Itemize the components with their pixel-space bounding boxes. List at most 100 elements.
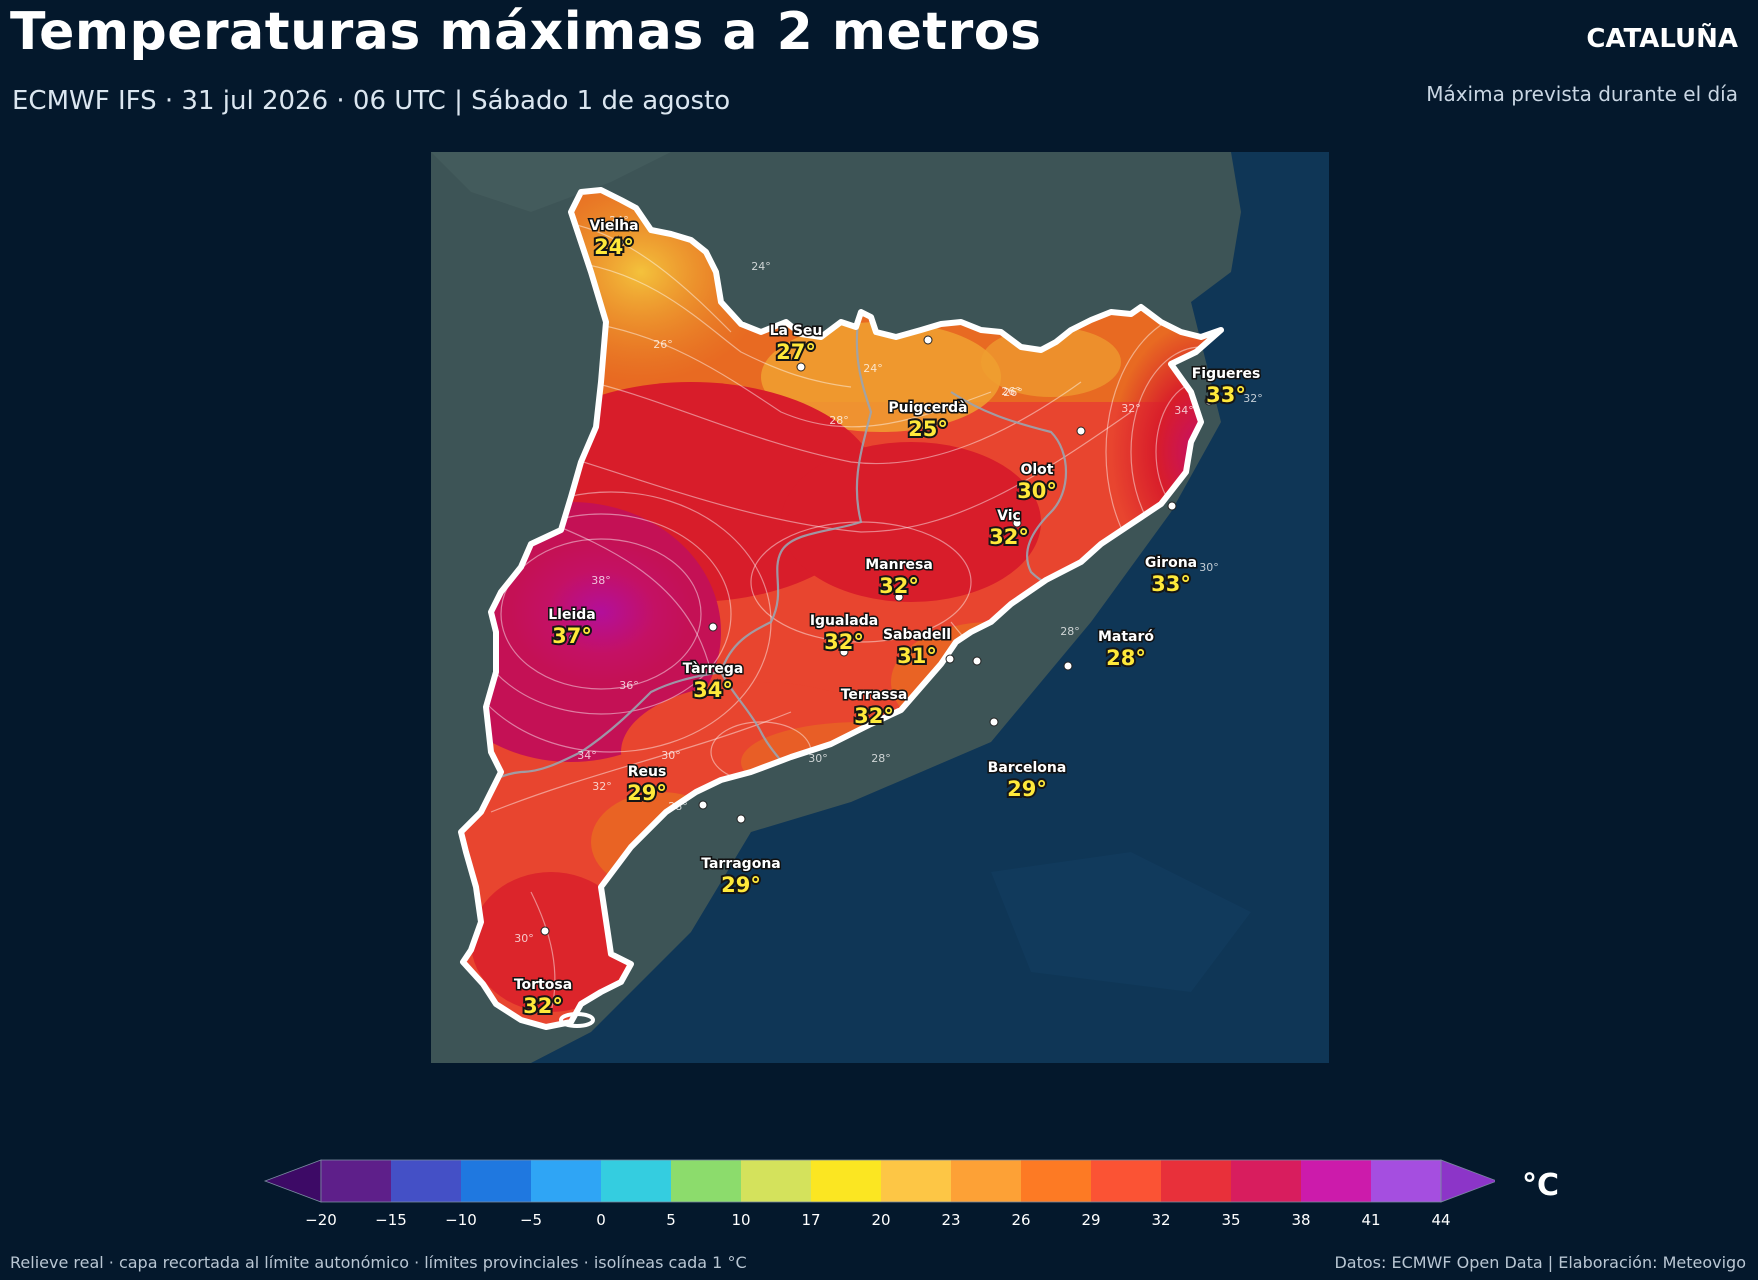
catalonia-border [458,187,1224,1030]
colorbar-segment [951,1160,1021,1202]
city-name: Tàrrega [683,661,744,677]
city-dot [1204,396,1214,406]
colorbar-tick-label: −15 [375,1211,407,1228]
isoline-label: 34° [577,749,597,762]
city-temperature: 37° [552,624,592,648]
colorbar-segment [811,1160,881,1202]
city-name: Tortosa [514,977,572,993]
city-temperature: 25° [908,417,948,441]
isoline-label: 26° [1001,385,1021,398]
city-dot [1063,661,1073,671]
city-name: Sabadell [883,627,951,643]
colorbar-over-arrow [1440,1159,1499,1203]
city-temperature: 24° [594,235,634,259]
colorbar-segment [1301,1160,1371,1202]
city-temperature: 29° [721,873,761,897]
city-temperature: 32° [989,525,1029,549]
city-name: Terrassa [841,687,908,703]
city-temperature: 32° [824,630,864,654]
city-dot [839,647,849,657]
city-temperature: 32° [854,704,894,728]
colorbar-tick-label: 26 [1011,1211,1030,1228]
isoline-label: 32° [592,780,612,793]
isoline-labels: 24°24°26°26°24°28°26°38°36°34°32°30°28°3… [514,214,1263,945]
colorbar-tick-label: −5 [520,1211,542,1228]
city-name: Vic [997,508,1021,524]
colorbar-segment [601,1160,671,1202]
isoline-label: 28° [1060,625,1080,638]
colorbar-segment [1021,1160,1091,1202]
isoline-label: 24° [609,214,629,227]
city-dot [698,800,708,810]
colorbar-tick-label: 5 [666,1211,676,1228]
city-dot [923,335,933,345]
isoline-label: 30° [514,932,534,945]
isoline-label: 36° [619,679,639,692]
isoline-label: 24° [751,260,771,273]
city-name: Reus [628,764,667,780]
city-name: Girona [1145,555,1197,571]
city-dot [972,656,982,666]
city-dot [796,362,806,372]
city-dot [894,592,904,602]
city-temperature: 32° [879,574,919,598]
isoline-label: 26° [1003,386,1023,399]
delta-ebre-outline [559,1012,595,1028]
city-temperature: 31° [897,644,937,668]
isoline-label: 32° [1243,392,1263,405]
city-name: Lleida [548,607,595,623]
city-name: Barcelona [988,760,1067,776]
city-dot [989,717,999,727]
city-dot [945,654,955,664]
colorbar-tick-label: 44 [1431,1211,1450,1228]
region-label: CATALUÑA [1586,24,1738,54]
temperature-map: 24° 24° 26° 26° 24° 28° 26° 38° 36° 34° 32° 30° 28° 3… [431,152,1329,1063]
city-dot [708,622,718,632]
city-name: Mataró [1098,629,1154,645]
city-name: Manresa [865,557,933,573]
city-temperature: 32° [523,994,563,1018]
colorbar-tick-label: 29 [1081,1211,1100,1228]
colorbar-tick-label: 0 [596,1211,606,1228]
colorbar-segment [741,1160,811,1202]
colorbar-tick-label: 20 [871,1211,890,1228]
colorbar-segment [1161,1160,1231,1202]
colorbar-segment [881,1160,951,1202]
colorbar-tick-label: 35 [1221,1211,1240,1228]
city-dot [568,633,578,643]
colorbar-segment [1371,1160,1441,1202]
colorbar-unit: °C [1522,1168,1560,1203]
isoline-label: 28° [871,752,891,765]
city-name: Igualada [810,613,878,629]
isoline-label: 32° [1121,402,1141,415]
colorbar-tick-label: 38 [1291,1211,1310,1228]
city-temperature: 28° [1106,646,1146,670]
footer-credits: Datos: ECMWF Open Data | Elaboración: Me… [1334,1253,1746,1272]
colorbar-tick-label: 17 [801,1211,820,1228]
city-dot [1167,501,1177,511]
isoline-label: 30° [1199,561,1219,574]
city-name: La Seu [770,323,823,339]
colorbar-segment [391,1160,461,1202]
city-dot [736,814,746,824]
colorbar-segment [461,1160,531,1202]
colorbar-tick-label: 10 [731,1211,750,1228]
colorbar-tick-label: −10 [445,1211,477,1228]
isoline-label: 38° [591,574,611,587]
city-temperature: 33° [1151,572,1191,596]
city-dot [1012,518,1022,528]
city-dot [1076,426,1086,436]
temperature-colorbar: −20 −15 −10 −5 0 5 10 17 20 23 26 29 32 35 38 41 44 [263,1158,1499,1229]
isoline-label: 28° [668,800,688,813]
isoline-label: 34° [1174,404,1194,417]
colorbar-segment [1091,1160,1161,1202]
city-temperature: 29° [627,781,667,805]
city-name: Puigcerdà [888,400,967,416]
colorbar-tick-label: 32 [1151,1211,1170,1228]
city-dot [614,237,624,247]
city-dot [540,926,550,936]
colorbar-segment [531,1160,601,1202]
footer-notes: Relieve real · capa recortada al límite … [10,1253,747,1272]
isoline-label: 24° [863,362,883,375]
isoline-label: 26° [653,338,673,351]
